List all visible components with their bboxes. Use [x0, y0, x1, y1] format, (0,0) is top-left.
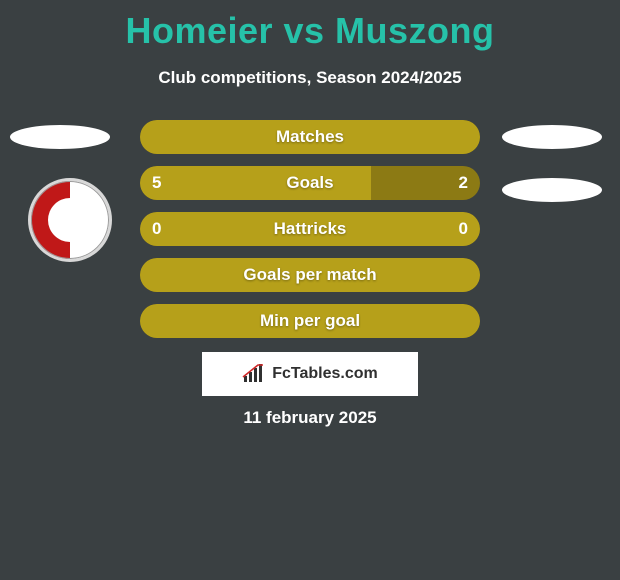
stat-row: 0 0 Hattricks	[140, 212, 480, 246]
stat-label: Goals per match	[243, 265, 376, 285]
stat-value-left: 0	[152, 219, 161, 239]
player-left-badge	[10, 125, 110, 149]
stat-row: Goals per match	[140, 258, 480, 292]
bars-chart-icon	[242, 364, 266, 384]
page-title: Homeier vs Muszong	[0, 0, 620, 52]
stat-label: Hattricks	[274, 219, 347, 239]
stat-value-left: 5	[152, 173, 161, 193]
footer-date: 11 february 2025	[243, 408, 376, 428]
stat-fill	[140, 166, 371, 200]
page-subtitle: Club competitions, Season 2024/2025	[0, 68, 620, 88]
player-right-badge	[502, 125, 602, 149]
brand-badge: FcTables.com	[202, 352, 418, 396]
stat-label: Goals	[286, 173, 333, 193]
stat-row: 5 2 Goals	[140, 166, 480, 200]
stat-row: Min per goal	[140, 304, 480, 338]
stat-label: Matches	[276, 127, 344, 147]
stat-label: Min per goal	[260, 311, 360, 331]
stats-container: Matches 5 2 Goals 0 0 Hattricks Goals per match…	[140, 120, 480, 350]
stat-row: Matches	[140, 120, 480, 154]
club-right-badge	[502, 178, 602, 202]
stat-value-right: 0	[459, 219, 468, 239]
brand-label: FcTables.com	[272, 365, 378, 383]
stat-value-right: 2	[459, 173, 468, 193]
club-left-crest	[28, 178, 112, 262]
